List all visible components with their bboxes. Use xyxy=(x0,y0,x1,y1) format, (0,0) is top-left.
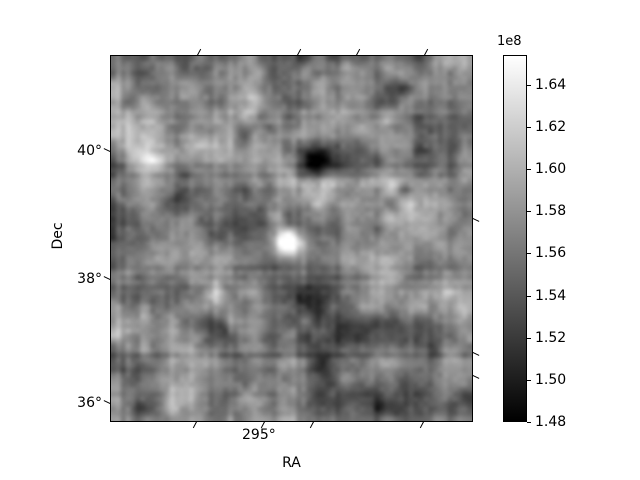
sky-image-axes[interactable] xyxy=(110,55,473,422)
colorbar-tick xyxy=(527,253,531,254)
y-ticklabel-40: 40° xyxy=(77,143,102,159)
colorbar-ticklabel: 1.48 xyxy=(535,414,567,430)
y-tick-right xyxy=(472,218,480,223)
colorbar-ticklabel: 1.58 xyxy=(535,203,567,219)
y-axis-label: Dec xyxy=(50,222,66,250)
colorbar-tick xyxy=(527,211,531,212)
colorbar-offset-text: 1e8 xyxy=(497,34,522,49)
colorbar-tick xyxy=(527,85,531,86)
colorbar-ticklabel: 1.56 xyxy=(535,245,567,261)
colorbar[interactable] xyxy=(503,55,527,422)
x-axis-label: RA xyxy=(282,455,301,471)
colorbar-tick xyxy=(527,169,531,170)
y-ticklabel-36: 36° xyxy=(77,395,102,411)
colorbar-ticklabel: 1.52 xyxy=(535,330,567,346)
x-tick-bottom xyxy=(192,421,197,429)
colorbar-tick xyxy=(527,422,531,423)
colorbar-ticklabel: 1.50 xyxy=(535,372,567,388)
x-ticklabel-295: 295° xyxy=(242,427,276,443)
sky-image-heatmap xyxy=(111,56,472,421)
colorbar-ticklabel: 1.60 xyxy=(535,161,567,177)
colorbar-tick xyxy=(527,380,531,381)
y-ticklabel-38: 38° xyxy=(77,271,102,287)
colorbar-ticklabel: 1.64 xyxy=(535,77,567,93)
x-tick-bottom xyxy=(419,421,424,429)
colorbar-tick xyxy=(527,338,531,339)
colorbar-ticklabel: 1.62 xyxy=(535,119,567,135)
colorbar-tick xyxy=(527,296,531,297)
y-tick-right xyxy=(472,352,480,357)
colorbar-ticklabel: 1.54 xyxy=(535,288,567,304)
x-tick-bottom xyxy=(309,421,314,429)
y-tick-right xyxy=(472,375,480,380)
colorbar-tick xyxy=(527,127,531,128)
